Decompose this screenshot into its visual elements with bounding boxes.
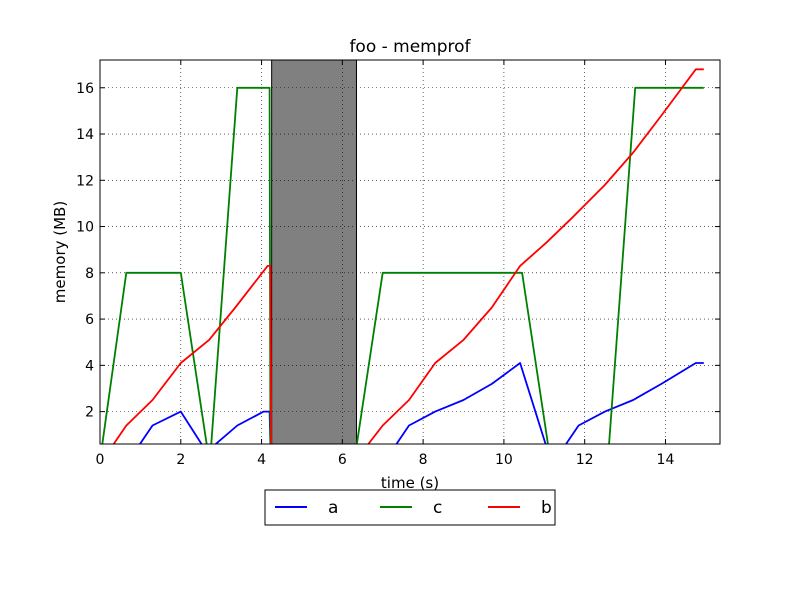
- legend-label-b: b: [541, 498, 552, 518]
- x-tick-label: 2: [176, 452, 185, 468]
- x-tick-label: 8: [419, 452, 428, 468]
- grid-layer: [99, 60, 720, 444]
- x-tick-label: 14: [657, 452, 675, 468]
- x-axis-label: time (s): [381, 474, 439, 492]
- y-tick-label: 4: [85, 358, 94, 374]
- x-tick-label: 0: [96, 452, 105, 468]
- series-line-a: [138, 362, 704, 444]
- legend-label-c: c: [433, 498, 442, 518]
- y-tick-label: 14: [76, 127, 94, 143]
- tick-layer: 0 2 4 6 8 10 12 14 2 4 6 8 10 12 14 16: [76, 60, 720, 468]
- y-tick-label: 2: [85, 405, 94, 421]
- x-tick-label: 6: [338, 452, 347, 468]
- shaded-region-layer: [271, 60, 357, 444]
- shaded-region: [271, 60, 357, 444]
- y-axis-label: memory (MB): [51, 201, 69, 303]
- plot-frame: [99, 59, 721, 445]
- y-tick-label: 8: [85, 266, 94, 282]
- y-tick-label: 6: [85, 312, 94, 328]
- series-line-c: [101, 86, 704, 444]
- chart-title: foo - memprof: [349, 37, 471, 57]
- legend-label-a: a: [328, 498, 338, 518]
- series-line-b: [112, 68, 704, 444]
- y-tick-label: 12: [76, 173, 94, 189]
- y-tick-label: 10: [76, 220, 94, 236]
- x-tick-label: 12: [576, 452, 594, 468]
- series-layer: [101, 68, 704, 444]
- x-tick-label: 4: [257, 452, 266, 468]
- y-tick-label: 16: [76, 81, 94, 97]
- x-tick-label: 10: [495, 452, 513, 468]
